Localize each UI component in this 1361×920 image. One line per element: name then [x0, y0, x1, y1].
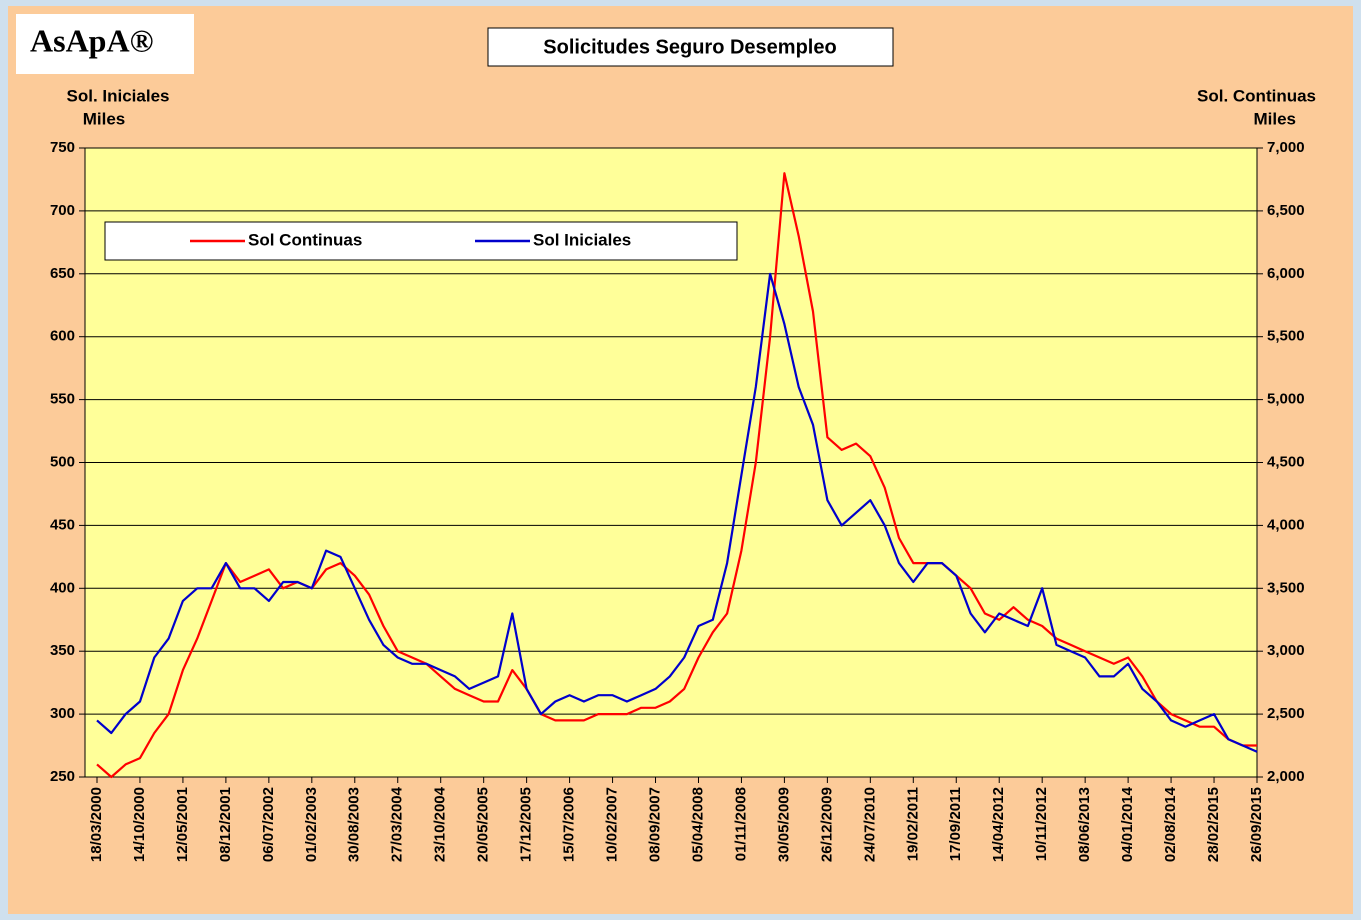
- y2-tick-label: 2,000: [1267, 768, 1305, 785]
- y2-tick-label: 4,500: [1267, 453, 1305, 470]
- x-tick-label: 18/03/2000: [88, 787, 105, 862]
- x-tick-label: 23/10/2004: [432, 786, 449, 862]
- x-tick-label: 19/02/2011: [904, 787, 921, 861]
- x-tick-label: 08/12/2001: [217, 787, 234, 862]
- x-tick-label: 26/12/2009: [818, 787, 835, 862]
- y-tick-label: 500: [50, 453, 75, 470]
- x-tick-label: 10/02/2007: [604, 787, 621, 862]
- y2-tick-label: 6,500: [1267, 202, 1305, 219]
- legend-label: Sol Continuas: [248, 230, 362, 249]
- y2-tick-label: 5,000: [1267, 391, 1305, 408]
- y-tick-label: 650: [50, 265, 75, 282]
- y-tick-label: 700: [50, 202, 75, 219]
- x-tick-label: 30/08/2003: [346, 787, 363, 862]
- x-tick-label: 14/04/2012: [990, 787, 1007, 862]
- y-tick-label: 250: [50, 768, 75, 785]
- y-tick-label: 450: [50, 516, 75, 533]
- x-tick-label: 24/07/2010: [861, 787, 878, 862]
- x-tick-label: 17/12/2005: [518, 787, 535, 862]
- y2-tick-label: 3,500: [1267, 579, 1305, 596]
- legend-label: Sol Iniciales: [533, 230, 631, 249]
- chart-title: Solicitudes Seguro Desempleo: [543, 36, 836, 58]
- y2-axis-label: Sol. Continuas: [1197, 86, 1316, 105]
- x-tick-label: 17/09/2011: [947, 787, 964, 861]
- x-tick-label: 14/10/2000: [131, 787, 148, 862]
- x-tick-label: 26/09/2015: [1248, 787, 1265, 862]
- x-tick-label: 06/07/2002: [260, 787, 277, 862]
- x-tick-label: 12/05/2001: [174, 787, 191, 862]
- x-tick-label: 08/09/2007: [646, 787, 663, 862]
- series-line: [96, 272, 1258, 753]
- logo: AsApA®: [30, 22, 153, 58]
- y2-axis-label: Miles: [1253, 109, 1296, 128]
- x-tick-label: 20/05/2005: [475, 787, 492, 862]
- x-tick-label: 02/08/2014: [1162, 786, 1179, 862]
- y-tick-label: 550: [50, 391, 75, 408]
- x-tick-label: 10/11/2012: [1033, 787, 1050, 861]
- y2-tick-label: 5,500: [1267, 328, 1305, 345]
- y-tick-label: 400: [50, 579, 75, 596]
- series-line: [96, 172, 1257, 779]
- logo-box: [16, 14, 194, 74]
- y-axis-label: Miles: [83, 109, 126, 128]
- x-tick-label: 04/01/2014: [1119, 786, 1136, 862]
- y-tick-label: 350: [50, 642, 75, 659]
- y2-tick-label: 4,000: [1267, 516, 1305, 533]
- x-tick-label: 01/02/2003: [303, 787, 320, 862]
- x-tick-label: 27/03/2004: [389, 786, 406, 862]
- y-tick-label: 300: [50, 705, 75, 722]
- y2-tick-label: 2,500: [1267, 705, 1305, 722]
- y-axis-label: Sol. Iniciales: [67, 86, 170, 105]
- y-tick-label: 750: [50, 139, 75, 156]
- y2-tick-label: 6,000: [1267, 265, 1305, 282]
- y2-tick-label: 7,000: [1267, 139, 1305, 156]
- x-tick-label: 05/04/2008: [689, 787, 706, 862]
- x-tick-label: 30/05/2009: [775, 787, 792, 862]
- x-tick-label: 08/06/2013: [1076, 787, 1093, 862]
- x-tick-label: 01/11/2008: [732, 787, 749, 861]
- x-tick-label: 28/02/2015: [1205, 787, 1222, 862]
- y2-tick-label: 3,000: [1267, 642, 1305, 659]
- title-box: [487, 27, 894, 67]
- x-tick-label: 15/07/2006: [561, 787, 578, 862]
- y-tick-label: 600: [50, 328, 75, 345]
